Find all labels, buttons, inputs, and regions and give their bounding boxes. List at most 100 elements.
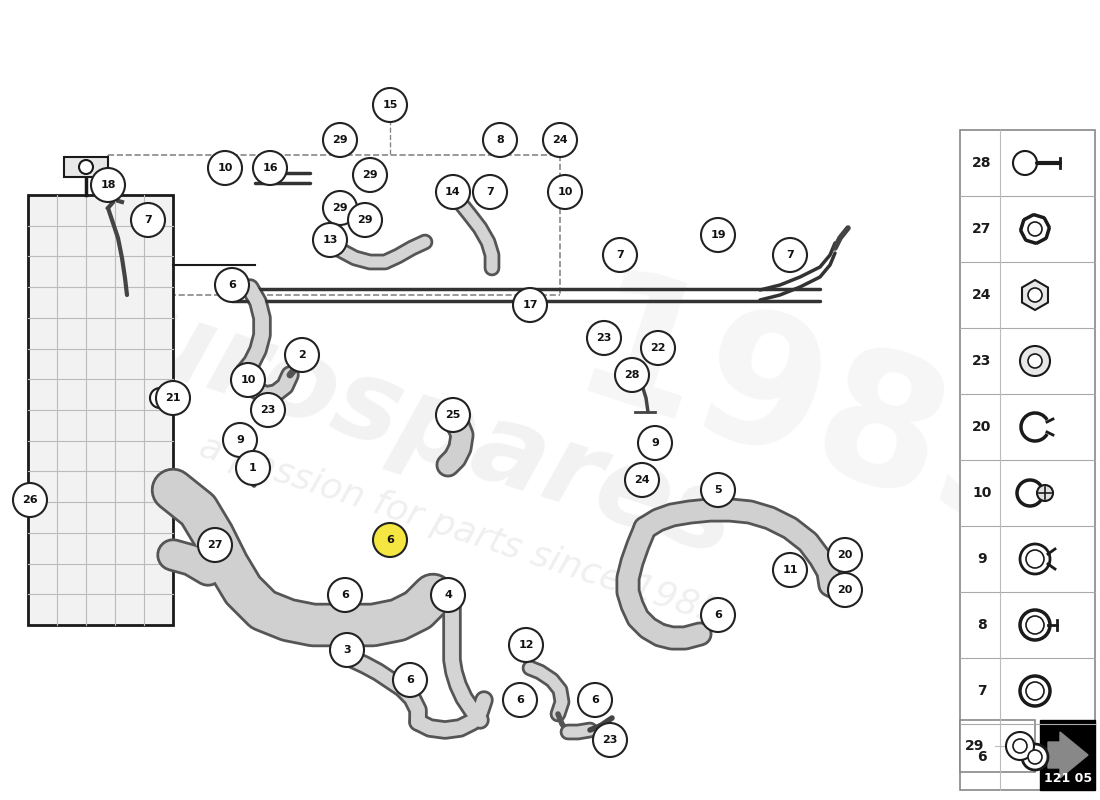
Circle shape (251, 393, 285, 427)
Circle shape (483, 123, 517, 157)
Text: 13: 13 (322, 235, 338, 245)
Circle shape (1020, 610, 1050, 640)
Text: 20: 20 (837, 550, 852, 560)
Circle shape (1020, 676, 1050, 706)
Circle shape (513, 288, 547, 322)
Circle shape (1028, 288, 1042, 302)
Bar (1040, 720, 1094, 790)
Text: 6: 6 (341, 590, 349, 600)
Bar (28, 195, 173, 625)
Text: 10: 10 (218, 163, 233, 173)
Circle shape (330, 633, 364, 667)
Text: 28: 28 (625, 370, 640, 380)
Text: 20: 20 (837, 585, 852, 595)
Text: 6: 6 (516, 695, 524, 705)
Text: 27: 27 (207, 540, 222, 550)
Circle shape (587, 321, 621, 355)
Text: 6: 6 (386, 535, 394, 545)
Text: 2: 2 (298, 350, 306, 360)
Circle shape (156, 381, 190, 415)
Circle shape (701, 218, 735, 252)
Circle shape (393, 663, 427, 697)
Circle shape (543, 123, 578, 157)
Text: 9: 9 (651, 438, 659, 448)
Text: 29: 29 (966, 739, 984, 753)
Text: 27: 27 (972, 222, 992, 236)
Text: 8: 8 (496, 135, 504, 145)
Circle shape (1037, 485, 1053, 501)
Circle shape (701, 473, 735, 507)
Circle shape (214, 268, 249, 302)
Text: 6: 6 (714, 610, 722, 620)
Text: 19: 19 (711, 230, 726, 240)
Text: 22: 22 (650, 343, 666, 353)
Text: 24: 24 (552, 135, 568, 145)
Text: 26: 26 (22, 495, 37, 505)
Circle shape (1028, 750, 1042, 764)
Circle shape (578, 683, 612, 717)
Circle shape (150, 388, 170, 408)
Circle shape (473, 175, 507, 209)
Circle shape (1022, 744, 1048, 770)
Circle shape (198, 528, 232, 562)
Text: 29: 29 (362, 170, 377, 180)
Bar (64, 157, 108, 177)
Circle shape (1026, 550, 1044, 568)
Circle shape (431, 578, 465, 612)
Circle shape (223, 423, 257, 457)
Circle shape (353, 158, 387, 192)
Circle shape (828, 538, 862, 572)
Circle shape (1020, 544, 1050, 574)
Text: 23: 23 (261, 405, 276, 415)
Circle shape (773, 553, 807, 587)
Text: 7: 7 (144, 215, 152, 225)
Text: 17: 17 (522, 300, 538, 310)
Text: 18: 18 (100, 180, 116, 190)
Text: 1: 1 (249, 463, 257, 473)
Text: 16: 16 (262, 163, 278, 173)
Circle shape (1020, 346, 1050, 376)
Text: 23: 23 (972, 354, 992, 368)
Text: 15: 15 (383, 100, 398, 110)
Text: 29: 29 (358, 215, 373, 225)
Text: 6: 6 (228, 280, 235, 290)
Circle shape (828, 573, 862, 607)
Text: 11: 11 (782, 565, 797, 575)
Circle shape (548, 175, 582, 209)
Circle shape (91, 168, 125, 202)
Circle shape (373, 523, 407, 557)
Text: 7: 7 (977, 684, 987, 698)
Text: 4: 4 (444, 590, 452, 600)
Text: 24: 24 (972, 288, 992, 302)
Circle shape (1026, 682, 1044, 700)
Bar (960, 720, 1035, 772)
Circle shape (1026, 616, 1044, 634)
Circle shape (323, 123, 358, 157)
Circle shape (509, 628, 543, 662)
Circle shape (348, 203, 382, 237)
Text: 6: 6 (591, 695, 598, 705)
Text: 24: 24 (635, 475, 650, 485)
Text: 7: 7 (786, 250, 794, 260)
Circle shape (328, 578, 362, 612)
Text: 7: 7 (616, 250, 624, 260)
Circle shape (641, 331, 675, 365)
Circle shape (314, 223, 346, 257)
Text: eurospares: eurospares (50, 261, 750, 579)
Circle shape (1013, 739, 1027, 753)
Text: 9: 9 (977, 552, 987, 566)
Circle shape (625, 463, 659, 497)
Circle shape (253, 151, 287, 185)
Text: 6: 6 (977, 750, 987, 764)
Circle shape (773, 238, 807, 272)
Text: 12: 12 (518, 640, 534, 650)
Text: 29: 29 (332, 135, 348, 145)
Text: 29: 29 (332, 203, 348, 213)
Circle shape (208, 151, 242, 185)
Circle shape (638, 426, 672, 460)
Text: 21: 21 (165, 393, 180, 403)
Circle shape (323, 191, 358, 225)
Text: 9: 9 (236, 435, 244, 445)
Text: 23: 23 (603, 735, 618, 745)
Circle shape (285, 338, 319, 372)
